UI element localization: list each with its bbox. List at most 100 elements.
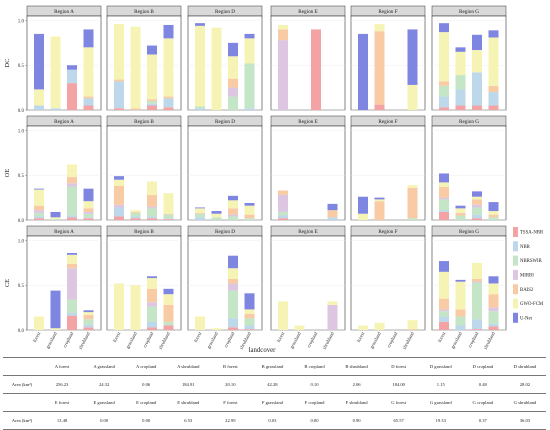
- bar-segment-u-net: [34, 188, 44, 190]
- bar-segment-gwo-fcm: [67, 254, 77, 264]
- table-cell: 20.10: [209, 375, 252, 394]
- y-tick-label: 0.0: [18, 219, 25, 224]
- facet-label-region-b: Region B: [134, 9, 154, 15]
- bar-segment-nbrswir: [83, 319, 94, 325]
- bar-segment-gwo-fcm: [407, 84, 418, 110]
- bar-segment-nbr: [67, 69, 77, 84]
- bar-segment-nbr: [163, 218, 174, 220]
- bar-segment-nbrswir: [439, 311, 449, 317]
- bar-segment-tssa-nbr: [439, 107, 449, 110]
- bar-segment-nbrswir: [83, 213, 94, 218]
- bar-segment-bais2: [439, 186, 449, 198]
- bar-segment-nbr: [488, 92, 499, 106]
- bar-segment-gwo-fcm: [34, 316, 44, 330]
- bar-segment-tssa-nbr: [472, 105, 482, 110]
- table-header-row: E forest E grassland E cropland E shrubland…: [3, 393, 546, 412]
- bar-segment-mirbi: [488, 307, 499, 312]
- bar-segment-gwo-fcm: [34, 189, 44, 206]
- bar-segment-nbr: [83, 217, 94, 219]
- x-tick-label: forest: [194, 331, 204, 344]
- bar-segment-gwo-fcm: [228, 56, 238, 79]
- bar-segment-bais2: [228, 278, 238, 284]
- facet-label-region-f: Region F: [378, 9, 397, 15]
- bar-segment-bais2: [163, 213, 174, 215]
- y-tick-label: 0.5: [18, 174, 25, 179]
- table-cell: 0.10: [293, 375, 336, 394]
- bar-segment-nbr: [114, 207, 124, 217]
- bar-segment-gwo-fcm: [130, 210, 141, 212]
- bar-segment-u-net: [67, 65, 77, 70]
- bar-segment-bais2: [472, 199, 482, 205]
- bar-segment-nbr: [278, 215, 288, 219]
- bar-segment-nbrswir: [130, 212, 141, 217]
- legend-swatch-nbrswir: [513, 255, 518, 266]
- bar-segment-tssa-nbr: [244, 329, 255, 330]
- bar-segment-u-net: [439, 261, 449, 272]
- table-cell: 42.28: [251, 375, 294, 394]
- bar-segment-nbr: [439, 316, 449, 322]
- bar-segment-u-net: [244, 202, 255, 206]
- bar-segment-u-net: [358, 33, 368, 110]
- bar-segment-nbr: [472, 72, 482, 106]
- bar-segment-nbr: [163, 98, 174, 108]
- table-cell: 2.06: [335, 375, 378, 394]
- table-cell: 0.00: [125, 411, 168, 430]
- x-tick-label: cropland: [224, 331, 237, 349]
- facet-label-region-a: Region A: [54, 9, 74, 15]
- bar-segment-gwo-fcm: [278, 24, 288, 30]
- bar-segment-u-net: [34, 33, 44, 90]
- bar-segment-mirbi: [278, 40, 288, 110]
- bar-segment-u-net: [195, 207, 205, 209]
- bar-segment-gwo-fcm: [163, 38, 174, 97]
- table-column-header: F shrubland: [335, 393, 378, 412]
- bar-segment-u-net: [83, 310, 94, 313]
- legend-swatch-u-net: [513, 312, 518, 323]
- bar-segment-bais2: [34, 205, 44, 211]
- bar-segment-bais2: [374, 31, 385, 105]
- table-cell: 22.99: [209, 411, 252, 430]
- table-cell: 13.48: [41, 411, 84, 430]
- facet-label-region-b: Region B: [134, 119, 154, 125]
- bar-segment-gwo-fcm: [50, 328, 61, 330]
- table-row-label: Area (km²): [3, 375, 41, 394]
- bar-segment-bais2: [228, 78, 238, 88]
- table-column-header: E grassland: [83, 393, 126, 412]
- bar-segment-gwo-fcm: [228, 200, 238, 209]
- x-tick-label: grassland: [451, 331, 464, 350]
- bar-segment-bais2: [278, 29, 288, 41]
- bar-segment-u-net: [244, 293, 255, 310]
- bar-segment-mirbi: [147, 206, 157, 209]
- x-tick-label: grassland: [207, 331, 220, 350]
- legend-label-nbr: NBR: [520, 245, 531, 250]
- bar-segment-nbr: [244, 325, 255, 330]
- bar-segment-tssa-nbr: [147, 218, 157, 220]
- bar-segment-bais2: [407, 187, 418, 219]
- bar-segment-nbr: [114, 81, 124, 109]
- facet-label-region-g: Region G: [459, 119, 479, 125]
- bar-segment-tssa-nbr: [130, 218, 141, 220]
- bar-segment-nbrswir: [244, 318, 255, 326]
- table-column-header: F grassland: [251, 393, 294, 412]
- bar-segment-gwo-fcm: [374, 322, 385, 330]
- x-tick-label: grassland: [126, 331, 139, 350]
- bar-segment-nbr: [83, 98, 94, 106]
- facet-label-region-d: Region D: [215, 119, 235, 125]
- x-tick-label: forest: [438, 331, 448, 344]
- facet-label-region-d: Region D: [215, 9, 235, 15]
- bar-segment-tssa-nbr: [83, 105, 94, 110]
- bar-segment-gwo-fcm: [455, 208, 466, 213]
- bar-segment-bais2: [327, 210, 338, 218]
- bar-segment-mirbi: [439, 309, 449, 312]
- bar-segment-mirbi: [67, 183, 77, 187]
- bar-segment-u-net: [211, 211, 222, 214]
- bar-segment-tssa-nbr: [278, 218, 288, 220]
- bar-segment-u-net: [228, 42, 238, 57]
- bar-segment-nbrswir: [211, 217, 222, 220]
- bar-segment-gwo-fcm: [439, 271, 449, 299]
- bar-segment-nbrswir: [228, 216, 238, 220]
- bar-segment-tssa-nbr: [67, 217, 77, 220]
- bar-segment-bais2: [67, 177, 77, 184]
- bar-segment-gwo-fcm: [488, 283, 499, 295]
- bar-segment-bais2: [67, 263, 77, 269]
- bar-segment-gwo-fcm: [114, 24, 124, 80]
